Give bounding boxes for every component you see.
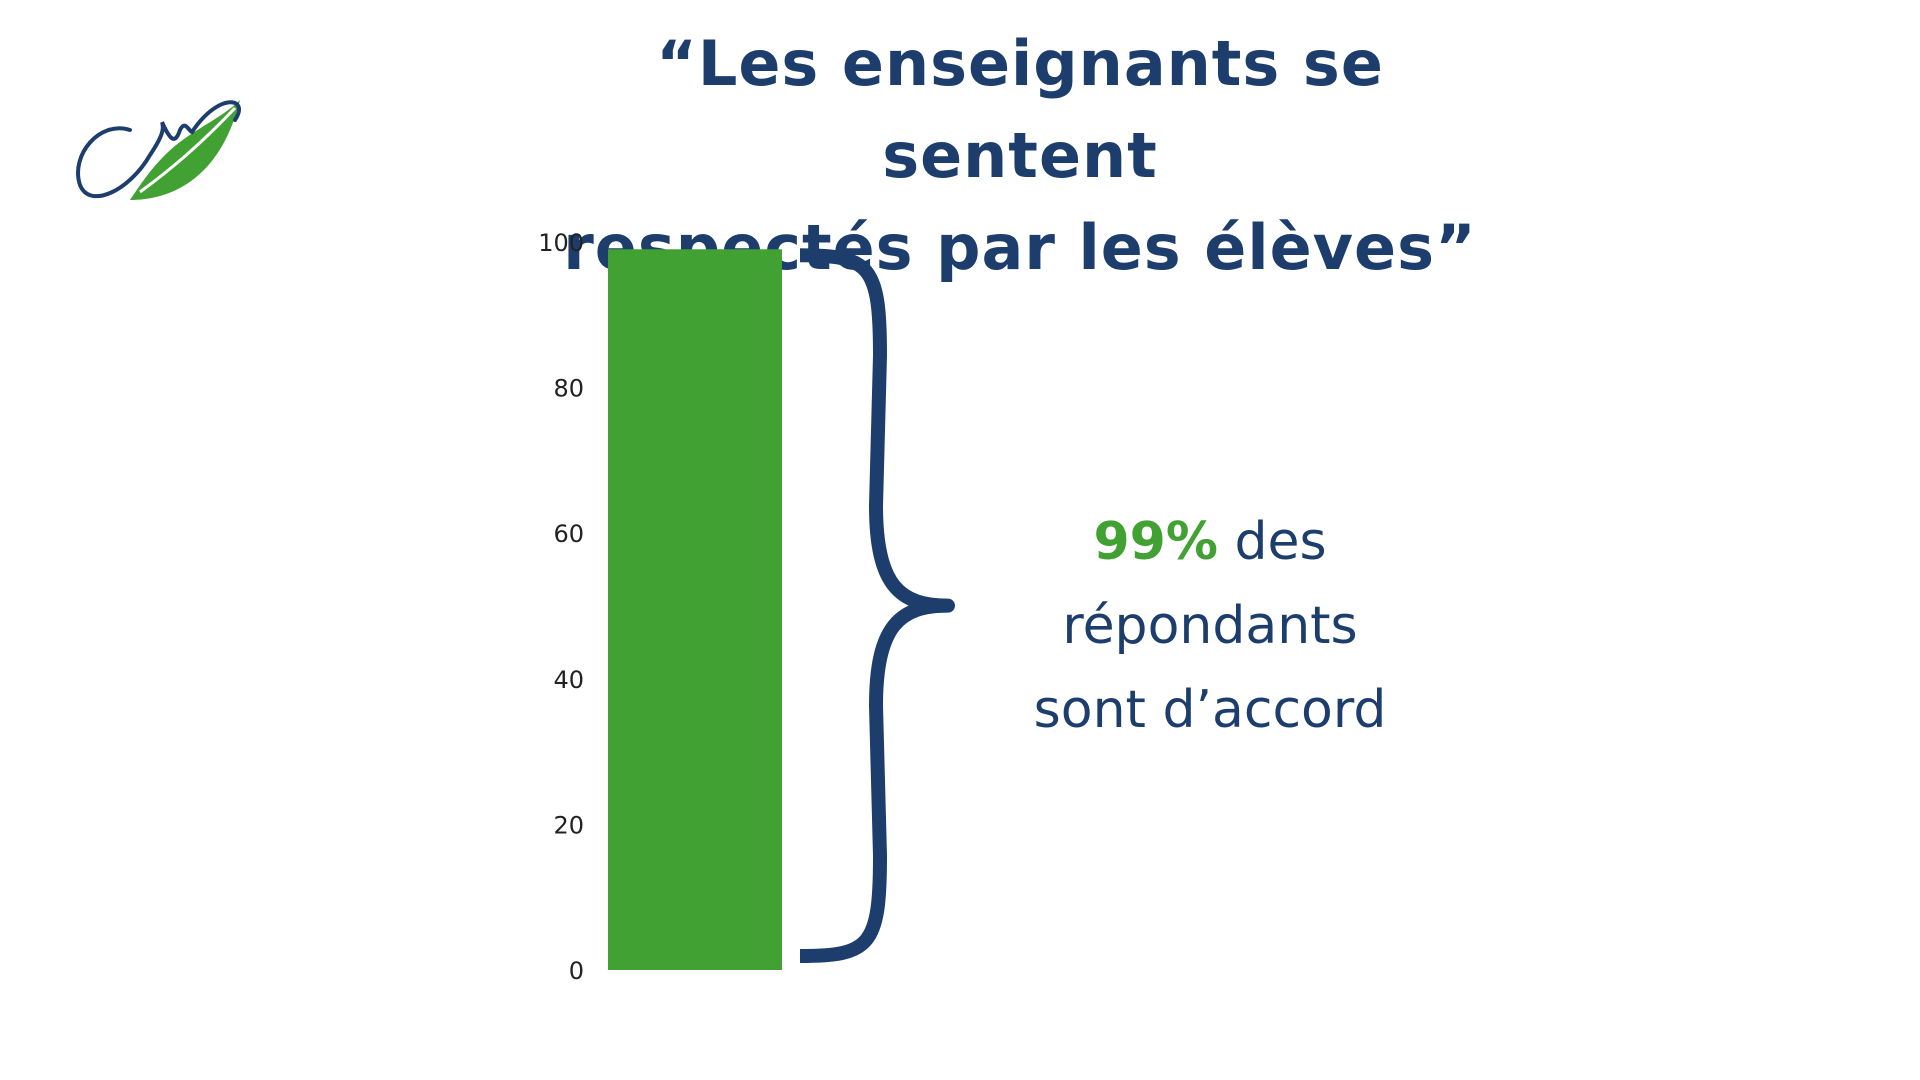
y-axis-ticks: 0 20 40 60 80 100	[538, 229, 584, 985]
callout-line-1: 99% des	[960, 500, 1460, 584]
y-tick-label: 80	[553, 375, 584, 403]
bars	[608, 249, 782, 970]
callout-percent: 99%	[1093, 512, 1218, 572]
y-tick-label: 60	[553, 520, 584, 548]
title-line-1: “Les enseignants se sentent	[656, 27, 1384, 192]
bar	[608, 249, 782, 970]
logo-leaf	[130, 100, 240, 200]
callout-line-1-rest: des	[1217, 512, 1327, 572]
callout-text: 99% des répondants sont d’accord	[960, 500, 1460, 752]
logo-leaf-vein	[139, 106, 237, 194]
callout-line-3: sont d’accord	[1033, 680, 1387, 740]
y-tick-label: 40	[553, 666, 584, 694]
leaf-logo-icon	[76, 100, 241, 200]
y-tick-label: 20	[553, 811, 584, 839]
y-tick-label: 0	[569, 957, 584, 985]
logo-script	[76, 100, 241, 199]
curly-brace	[799, 248, 955, 963]
y-tick-label: 100	[538, 229, 584, 257]
callout-line-2: répondants	[1062, 596, 1358, 656]
